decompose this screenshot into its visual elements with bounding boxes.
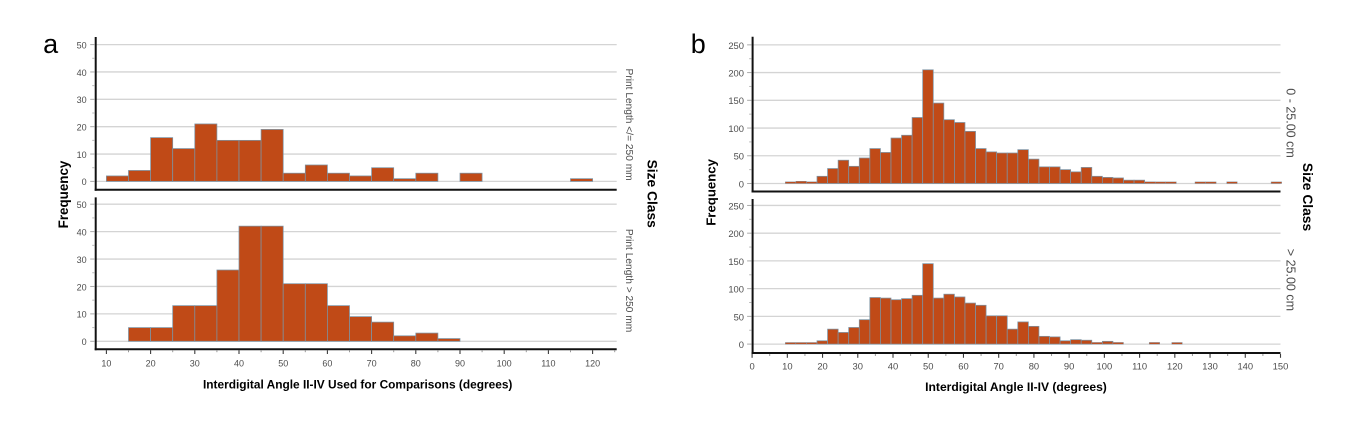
svg-text:30: 30 xyxy=(853,360,863,371)
svg-text:0 - 25.00 cm: 0 - 25.00 cm xyxy=(1284,88,1298,157)
svg-text:110: 110 xyxy=(1132,360,1147,371)
svg-text:10: 10 xyxy=(101,358,111,368)
svg-text:b: b xyxy=(691,29,706,59)
svg-text:130: 130 xyxy=(1202,360,1218,371)
svg-text:60: 60 xyxy=(322,358,332,368)
svg-text:90: 90 xyxy=(455,358,465,368)
svg-text:40: 40 xyxy=(888,360,898,371)
svg-text:20: 20 xyxy=(817,360,827,371)
svg-text:40: 40 xyxy=(77,68,87,78)
svg-text:150: 150 xyxy=(1273,360,1289,371)
svg-text:30: 30 xyxy=(190,358,200,368)
svg-text:Interdigital Angle II-IV (degr: Interdigital Angle II-IV (degrees) xyxy=(925,380,1107,394)
svg-text:10: 10 xyxy=(77,150,87,160)
svg-text:0: 0 xyxy=(82,177,87,187)
svg-text:Print Length </= 250 mm: Print Length </= 250 mm xyxy=(623,69,634,181)
svg-text:30: 30 xyxy=(77,255,87,265)
svg-text:50: 50 xyxy=(734,151,744,162)
svg-text:70: 70 xyxy=(367,358,377,368)
svg-text:10: 10 xyxy=(77,310,87,320)
svg-text:10: 10 xyxy=(782,360,792,371)
svg-text:Frequency: Frequency xyxy=(703,158,718,225)
svg-text:100: 100 xyxy=(1097,360,1113,371)
svg-text:0: 0 xyxy=(749,360,754,371)
svg-text:60: 60 xyxy=(958,360,968,371)
svg-text:250: 250 xyxy=(728,40,744,51)
svg-text:110: 110 xyxy=(541,358,555,368)
svg-text:50: 50 xyxy=(923,360,933,371)
svg-text:20: 20 xyxy=(77,282,87,292)
svg-text:200: 200 xyxy=(728,228,744,239)
svg-text:140: 140 xyxy=(1237,360,1253,371)
svg-text:Interdigital Angle II-IV Used: Interdigital Angle II-IV Used for Compar… xyxy=(203,378,512,392)
svg-text:120: 120 xyxy=(1167,360,1183,371)
svg-text:> 25.00 cm: > 25.00 cm xyxy=(1284,249,1298,311)
svg-text:100: 100 xyxy=(728,284,744,295)
svg-text:150: 150 xyxy=(728,256,744,267)
svg-text:20: 20 xyxy=(146,358,156,368)
svg-text:70: 70 xyxy=(993,360,1003,371)
svg-text:150: 150 xyxy=(728,95,744,106)
svg-text:Size Class: Size Class xyxy=(1300,163,1315,232)
svg-text:50: 50 xyxy=(77,200,87,210)
svg-text:20: 20 xyxy=(77,122,87,132)
svg-text:120: 120 xyxy=(585,358,600,368)
svg-text:250: 250 xyxy=(728,200,744,211)
svg-text:90: 90 xyxy=(1064,360,1074,371)
svg-text:50: 50 xyxy=(278,358,288,368)
svg-text:0: 0 xyxy=(739,339,744,350)
svg-text:80: 80 xyxy=(411,358,421,368)
svg-text:50: 50 xyxy=(734,311,744,322)
svg-text:80: 80 xyxy=(1029,360,1039,371)
svg-text:Frequency: Frequency xyxy=(56,160,71,228)
svg-text:200: 200 xyxy=(728,67,744,78)
svg-text:40: 40 xyxy=(234,358,244,368)
svg-text:100: 100 xyxy=(497,358,512,368)
svg-text:30: 30 xyxy=(77,95,87,105)
svg-text:Size Class: Size Class xyxy=(645,160,660,229)
svg-text:40: 40 xyxy=(77,227,87,237)
svg-text:100: 100 xyxy=(728,123,744,134)
svg-text:0: 0 xyxy=(82,337,87,347)
svg-text:Print Length > 250 mm: Print Length > 250 mm xyxy=(623,229,634,332)
svg-text:0: 0 xyxy=(739,178,744,189)
svg-text:50: 50 xyxy=(77,40,87,50)
svg-text:a: a xyxy=(43,29,59,59)
